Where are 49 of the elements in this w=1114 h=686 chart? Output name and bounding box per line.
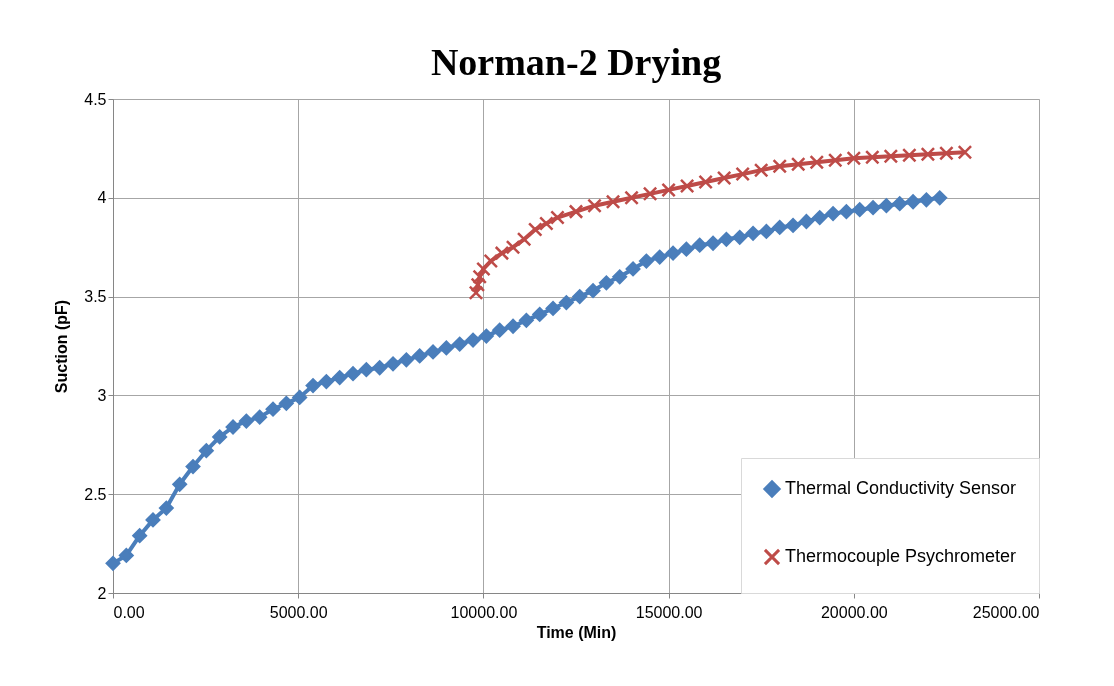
- y-tick-label: 3.5: [84, 288, 107, 306]
- point: [470, 277, 486, 293]
- point: [901, 147, 917, 163]
- x-tick-label: 0.00: [113, 603, 145, 621]
- point: [468, 285, 484, 301]
- legend-label: Thermocouple Psychrometer: [785, 546, 1017, 566]
- x-tick-label: 15000.00: [635, 603, 703, 621]
- point: [472, 269, 488, 285]
- point: [698, 174, 714, 190]
- x-tick-label: 10000.00: [450, 603, 518, 621]
- point: [753, 162, 769, 178]
- y-tick-label: 4.5: [84, 90, 107, 108]
- legend-label: Thermal Conductivity Sensor: [785, 478, 1017, 498]
- point: [494, 245, 510, 261]
- point: [505, 239, 521, 255]
- point: [716, 170, 732, 186]
- point: [550, 210, 565, 225]
- x-axis-title: Time (Min): [536, 623, 617, 641]
- x-tick-label: 5000.00: [269, 603, 328, 621]
- point: [827, 152, 843, 168]
- point: [516, 231, 532, 247]
- point: [920, 146, 936, 162]
- y-tick-label: 2: [97, 584, 107, 602]
- point: [538, 216, 554, 231]
- y-axis-title: Suction (pF): [53, 299, 71, 394]
- point: [735, 166, 751, 182]
- point: [957, 144, 973, 160]
- point: [527, 222, 543, 237]
- point: [476, 261, 491, 277]
- point: [661, 182, 676, 198]
- point: [790, 156, 806, 172]
- point: [605, 194, 621, 210]
- x-tick-label: 20000.00: [820, 603, 888, 621]
- point: [883, 148, 899, 164]
- point: [772, 158, 788, 174]
- y-tick-label: 4: [97, 189, 107, 207]
- point: [587, 198, 602, 214]
- point: [642, 186, 658, 202]
- y-tick-label: 3: [97, 386, 107, 404]
- point: [809, 154, 825, 170]
- point: [624, 190, 639, 206]
- point: [679, 178, 695, 194]
- point: [939, 145, 954, 161]
- x-tick-label: 25000.00: [972, 603, 1040, 621]
- point: [846, 150, 862, 166]
- chart-title: Norman-2 Drying: [430, 41, 722, 83]
- y-tick-label: 2.5: [84, 485, 107, 503]
- point: [864, 149, 880, 165]
- point: [568, 204, 584, 220]
